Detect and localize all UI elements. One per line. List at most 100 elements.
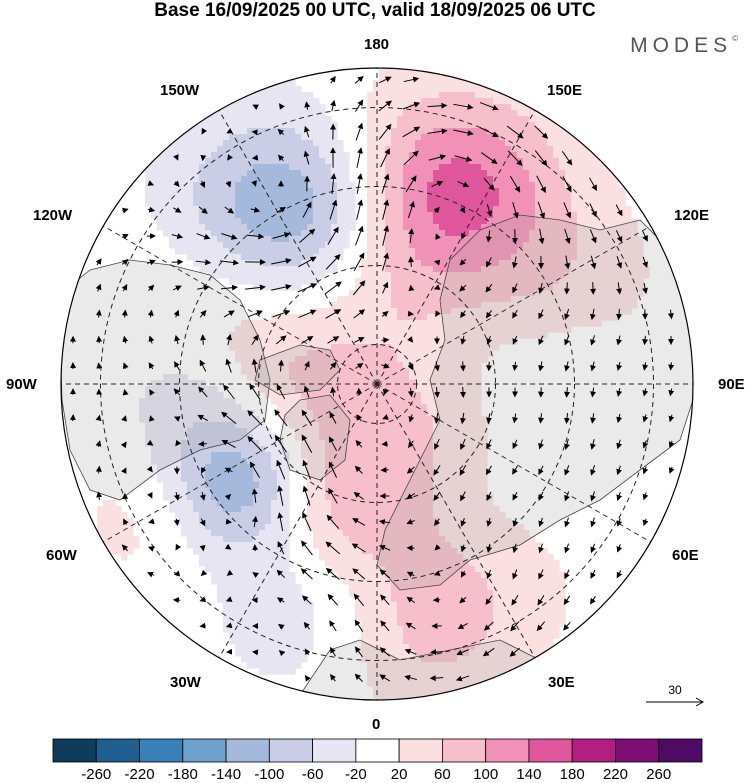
anomaly-cell	[271, 326, 278, 333]
anomaly-cell	[253, 380, 260, 387]
anomaly-cell	[301, 224, 308, 231]
anomaly-cell	[451, 632, 458, 639]
anomaly-cell	[271, 614, 278, 621]
anomaly-cell	[445, 170, 452, 177]
anomaly-cell	[445, 464, 452, 471]
anomaly-cell	[385, 404, 392, 411]
anomaly-cell	[349, 578, 356, 585]
anomaly-cell	[331, 146, 338, 153]
anomaly-cell	[511, 164, 518, 171]
anomaly-cell	[277, 224, 284, 231]
anomaly-cell	[373, 200, 380, 207]
anomaly-cell	[157, 452, 164, 459]
anomaly-cell	[301, 242, 308, 249]
anomaly-cell	[157, 416, 164, 423]
anomaly-cell	[487, 248, 494, 255]
anomaly-cell	[319, 332, 326, 339]
anomaly-cell	[517, 188, 524, 195]
anomaly-cell	[253, 470, 260, 477]
anomaly-cell	[181, 506, 188, 513]
anomaly-cell	[349, 206, 356, 213]
anomaly-cell	[313, 392, 320, 399]
anomaly-cell	[205, 266, 212, 273]
anomaly-cell	[451, 116, 458, 123]
anomaly-cell	[373, 176, 380, 183]
anomaly-cell	[337, 548, 344, 555]
anomaly-cell	[331, 242, 338, 249]
anomaly-cell	[265, 116, 272, 123]
anomaly-cell	[415, 566, 422, 573]
anomaly-cell	[241, 458, 248, 465]
anomaly-cell	[253, 506, 260, 513]
anomaly-cell	[355, 452, 362, 459]
anomaly-cell	[403, 236, 410, 243]
anomaly-cell	[469, 224, 476, 231]
anomaly-cell	[379, 86, 386, 93]
anomaly-cell	[409, 578, 416, 585]
anomaly-cell	[421, 512, 428, 519]
anomaly-cell	[229, 242, 236, 249]
anomaly-cell	[265, 278, 272, 285]
anomaly-cell	[475, 602, 482, 609]
anomaly-cell	[469, 146, 476, 153]
anomaly-cell	[439, 626, 446, 633]
anomaly-cell	[385, 662, 392, 669]
anomaly-cell	[295, 104, 302, 111]
anomaly-cell	[241, 602, 248, 609]
anomaly-cell	[433, 566, 440, 573]
anomaly-cell	[319, 428, 326, 435]
anomaly-cell	[313, 422, 320, 429]
anomaly-cell	[385, 518, 392, 525]
anomaly-cell	[427, 470, 434, 477]
anomaly-cell	[361, 260, 368, 267]
anomaly-cell	[151, 404, 158, 411]
anomaly-cell	[235, 434, 242, 441]
anomaly-cell	[427, 272, 434, 279]
anomaly-cell	[283, 470, 290, 477]
anomaly-cell	[187, 494, 194, 501]
anomaly-cell	[415, 512, 422, 519]
anomaly-cell	[193, 410, 200, 417]
anomaly-cell	[187, 482, 194, 489]
anomaly-cell	[217, 512, 224, 519]
anomaly-cell	[247, 170, 254, 177]
anomaly-cell	[409, 500, 416, 507]
anomaly-cell	[175, 152, 182, 159]
anomaly-cell	[469, 440, 476, 447]
anomaly-cell	[157, 164, 164, 171]
anomaly-cell	[403, 440, 410, 447]
anomaly-cell	[397, 218, 404, 225]
anomaly-cell	[247, 422, 254, 429]
anomaly-cell	[337, 368, 344, 375]
anomaly-cell	[313, 146, 320, 153]
anomaly-cell	[379, 110, 386, 117]
anomaly-cell	[277, 644, 284, 651]
anomaly-cell	[349, 512, 356, 519]
anomaly-cell	[457, 404, 464, 411]
anomaly-cell	[265, 170, 272, 177]
anomaly-cell	[427, 146, 434, 153]
anomaly-cell	[241, 500, 248, 507]
anomaly-cell	[307, 626, 314, 633]
anomaly-cell	[475, 104, 482, 111]
anomaly-cell	[391, 284, 398, 291]
anomaly-cell	[283, 608, 290, 615]
anomaly-cell	[445, 650, 452, 657]
anomaly-cell	[421, 560, 428, 567]
anomaly-cell	[295, 644, 302, 651]
anomaly-cell	[385, 596, 392, 603]
anomaly-cell	[499, 554, 506, 561]
anomaly-cell	[307, 644, 314, 651]
anomaly-cell	[481, 248, 488, 255]
anomaly-cell	[493, 308, 500, 315]
anomaly-cell	[235, 170, 242, 177]
anomaly-cell	[445, 440, 452, 447]
anomaly-cell	[403, 224, 410, 231]
anomaly-cell	[523, 260, 530, 267]
anomaly-cell	[433, 602, 440, 609]
anomaly-cell	[343, 176, 350, 183]
anomaly-cell	[397, 542, 404, 549]
anomaly-cell	[481, 584, 488, 591]
anomaly-cell	[403, 122, 410, 129]
anomaly-cell	[295, 638, 302, 645]
